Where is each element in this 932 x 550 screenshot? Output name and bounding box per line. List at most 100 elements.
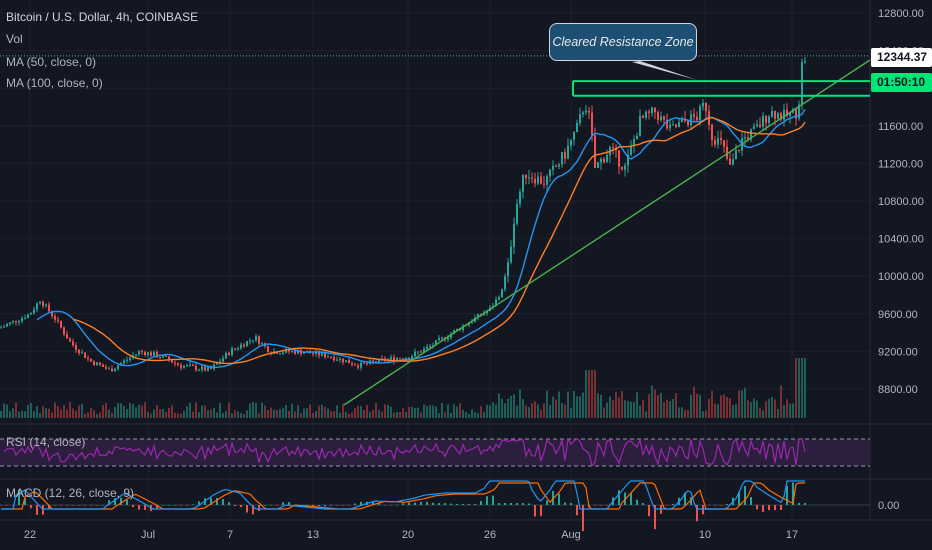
candle-body <box>372 360 374 362</box>
macd-histogram-bar <box>402 503 404 505</box>
volume-bar <box>759 407 761 418</box>
macd-legend: MACD (12, 26, close, 9) <box>6 486 135 500</box>
annotation-callout[interactable]: Cleared Resistance Zone <box>549 23 697 61</box>
candle-body <box>183 365 185 368</box>
candle-body <box>69 338 71 342</box>
candle-body <box>366 363 368 365</box>
macd-histogram-bar <box>750 497 752 505</box>
volume-bar <box>645 411 647 418</box>
volume-bar <box>168 407 170 418</box>
macd-histogram-bar <box>696 505 698 522</box>
volume-bar <box>630 401 632 418</box>
macd-histogram-bar <box>192 504 194 505</box>
volume-bar <box>447 404 449 418</box>
volume-bar <box>24 411 26 418</box>
volume-bar <box>528 407 530 418</box>
candle-body <box>84 352 86 358</box>
volume-bar <box>456 406 458 418</box>
volume-bar <box>786 399 788 418</box>
volume-bar <box>474 412 476 418</box>
macd-histogram-bar <box>378 503 380 505</box>
volume-bar <box>675 393 677 418</box>
macd-histogram-bar <box>684 492 686 505</box>
macd-histogram-bar <box>84 505 86 506</box>
candle-body <box>672 124 674 126</box>
candle-body <box>345 360 347 363</box>
candle-body <box>108 368 110 370</box>
macd-histogram-bar <box>162 505 164 506</box>
x-tick-label: 20 <box>402 529 414 541</box>
candle-body <box>504 276 506 290</box>
candle-body <box>237 348 239 350</box>
candle-body <box>57 319 59 321</box>
candle-body <box>771 110 773 117</box>
volume-bar <box>459 403 461 418</box>
volume-bar <box>291 403 293 418</box>
volume-bar <box>657 395 659 418</box>
volume-bar <box>663 402 665 418</box>
y-tick-label: 10400.00 <box>878 234 924 246</box>
volume-bar <box>726 397 728 418</box>
volume-bar <box>522 399 524 418</box>
candle-body <box>147 352 149 356</box>
volume-bar <box>252 402 254 418</box>
candle-body <box>81 352 83 354</box>
callout-pointer <box>632 61 697 80</box>
macd-histogram-bar <box>798 503 800 505</box>
candle-body <box>675 124 677 127</box>
volume-bar <box>324 406 326 418</box>
candle-body <box>651 107 653 114</box>
volume-bar <box>465 411 467 418</box>
macd-histogram-bar <box>96 505 98 506</box>
y-tick-label: 11600.00 <box>878 121 923 133</box>
volume-bar <box>678 407 680 418</box>
volume-bar <box>48 408 50 418</box>
candle-body <box>600 158 602 163</box>
volume-bar <box>36 406 38 418</box>
volume-bar <box>189 402 191 418</box>
candle-body <box>774 110 776 119</box>
candle-body <box>498 297 500 300</box>
candle-body <box>129 357 131 360</box>
volume-bar <box>264 405 266 418</box>
volume-bar <box>135 407 137 418</box>
volume-bar <box>147 411 149 418</box>
candle-body <box>114 368 116 372</box>
candle-body <box>225 352 227 359</box>
candle-body <box>693 114 695 117</box>
candle-body <box>804 60 806 62</box>
candle-body <box>288 349 290 352</box>
volume-bar <box>78 405 80 418</box>
candle-body <box>636 135 638 140</box>
candle-body <box>633 139 635 147</box>
volume-bar <box>327 408 329 418</box>
volume-bar <box>222 412 224 418</box>
candle-body <box>558 164 560 167</box>
macd-histogram-bar <box>198 501 200 505</box>
volume-bar <box>453 404 455 418</box>
volume-bar <box>306 408 308 418</box>
macd-histogram-bar <box>108 500 110 505</box>
macd-histogram-bar <box>174 505 176 506</box>
candle-body <box>255 336 257 341</box>
volume-bar <box>483 411 485 418</box>
volume-bar <box>795 358 797 418</box>
volume-bar <box>30 402 32 418</box>
candle-body <box>507 262 509 277</box>
macd-histogram-bar <box>240 505 242 508</box>
candle-body <box>333 357 335 361</box>
candle-body <box>141 351 143 353</box>
candle-body <box>294 350 296 354</box>
candle-body <box>231 348 233 355</box>
volume-bar <box>312 412 314 418</box>
volume-bar <box>198 412 200 418</box>
candle-body <box>750 129 752 140</box>
candle-body <box>339 358 341 360</box>
candle-body <box>642 115 644 118</box>
candle-body <box>222 358 224 362</box>
volume-bar <box>240 412 242 418</box>
volume-bar <box>228 402 230 418</box>
volume-bar <box>705 410 707 418</box>
candle-body <box>72 341 74 346</box>
